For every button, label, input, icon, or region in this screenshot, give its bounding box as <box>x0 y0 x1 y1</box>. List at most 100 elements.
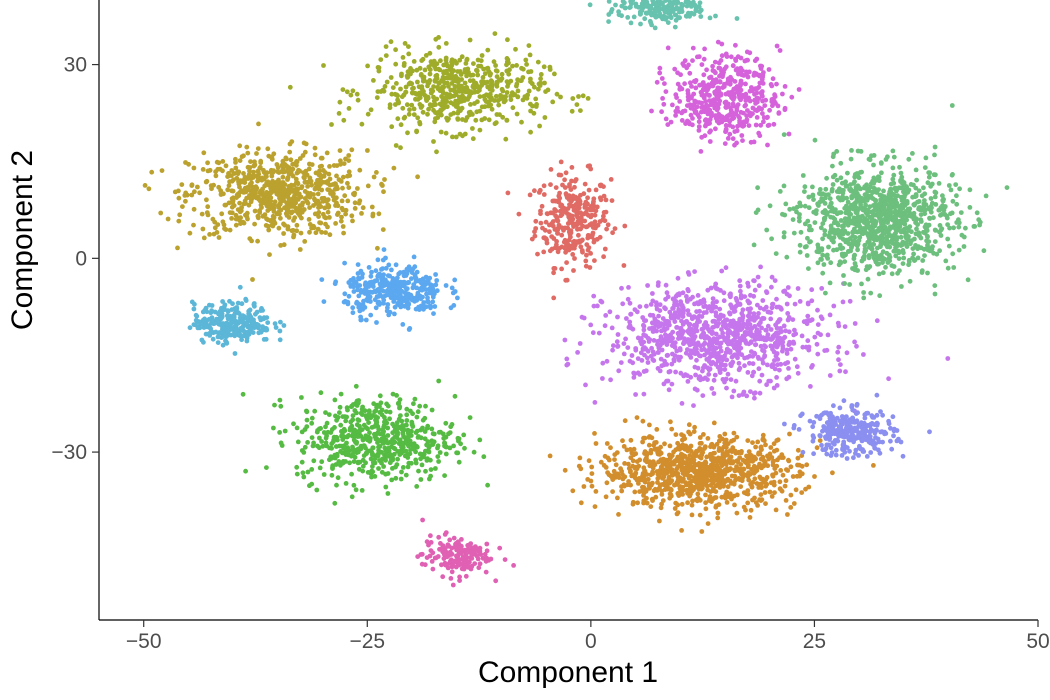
data-point-cluster-7 <box>827 312 833 318</box>
data-point-cluster-7 <box>768 327 774 332</box>
data-point-cluster-2 <box>375 89 381 94</box>
data-point-cluster-3 <box>272 402 277 408</box>
data-point-cluster-8 <box>724 450 729 456</box>
data-point-cluster-0 <box>571 239 576 245</box>
data-point-cluster-1 <box>300 153 306 158</box>
data-point-cluster-1 <box>257 208 262 214</box>
data-point-cluster-3 <box>305 440 310 445</box>
data-point-cluster-7 <box>662 358 667 364</box>
data-point-cluster-5 <box>250 320 255 326</box>
data-point-cluster-1 <box>262 192 267 197</box>
data-point-cluster-7 <box>710 360 716 365</box>
data-point-cluster-1 <box>239 154 245 160</box>
data-point-cluster-0 <box>559 266 564 272</box>
data-point-cluster-3 <box>441 435 447 441</box>
data-point-cluster-3 <box>327 445 332 451</box>
data-point-cluster-7 <box>660 316 666 321</box>
data-point-cluster-7 <box>757 305 763 311</box>
data-point-cluster-0 <box>578 214 584 220</box>
data-point-cluster-1 <box>165 216 171 222</box>
data-point-cluster-1 <box>340 174 346 180</box>
data-point-cluster-7 <box>784 347 790 353</box>
data-point-cluster-2 <box>524 62 529 67</box>
data-point-cluster-3 <box>338 391 344 397</box>
data-point-cluster-1 <box>176 218 182 224</box>
data-point-cluster-8 <box>684 487 689 493</box>
data-point-cluster-1 <box>221 222 227 228</box>
data-point-cluster-2 <box>485 47 491 53</box>
data-point-cluster-8 <box>616 512 621 517</box>
data-point-cluster-7 <box>751 311 757 317</box>
data-point-cluster-0 <box>541 183 547 189</box>
data-point-cluster-2 <box>399 73 404 79</box>
data-point-cluster-2 <box>365 111 371 117</box>
data-point-cluster-0 <box>560 182 565 188</box>
data-point-cluster-1 <box>175 245 180 251</box>
data-point-cluster-4 <box>458 561 464 567</box>
data-point-cluster-1 <box>176 195 182 201</box>
data-point-cluster-5 <box>237 284 243 290</box>
data-point-cluster-4 <box>441 552 447 557</box>
data-point-cluster-3 <box>359 406 365 412</box>
data-point-cluster-8 <box>772 466 778 471</box>
data-point-cluster-2 <box>417 65 423 71</box>
data-point-cluster-1 <box>325 209 331 215</box>
data-point-cluster-0 <box>590 230 596 236</box>
data-point-cluster-1 <box>391 165 397 171</box>
data-point-cluster-8 <box>601 463 607 468</box>
data-point-cluster-1 <box>233 165 239 171</box>
data-point-cluster-2 <box>494 68 500 74</box>
data-point-cluster-3 <box>329 472 335 478</box>
data-point-cluster-7 <box>627 300 633 306</box>
data-point-cluster-1 <box>342 193 348 199</box>
data-point-cluster-4 <box>419 561 425 567</box>
data-point-cluster-7 <box>627 319 633 325</box>
data-point-cluster-1 <box>252 208 258 214</box>
data-point-cluster-7 <box>769 305 775 311</box>
data-point-cluster-7 <box>692 364 698 370</box>
data-point-cluster-2 <box>497 112 502 117</box>
data-point-cluster-7 <box>776 330 782 335</box>
data-point-cluster-2 <box>402 41 408 46</box>
data-point-cluster-7 <box>774 351 780 356</box>
data-point-cluster-7 <box>728 293 733 298</box>
data-point-cluster-8 <box>704 465 710 471</box>
data-point-cluster-2 <box>430 88 436 94</box>
data-point-cluster-4 <box>428 533 433 539</box>
data-point-cluster-9 <box>840 445 846 451</box>
data-point-cluster-1 <box>229 204 235 210</box>
data-point-cluster-7 <box>611 343 616 348</box>
data-point-cluster-1 <box>149 169 155 175</box>
data-point-cluster-6 <box>332 281 338 287</box>
data-point-cluster-8 <box>696 461 702 466</box>
data-point-cluster-9 <box>829 450 835 455</box>
data-point-cluster-8 <box>817 438 823 443</box>
data-point-cluster-4 <box>472 561 478 566</box>
data-point-cluster-1 <box>298 230 304 236</box>
data-point-cluster-7 <box>722 353 727 359</box>
data-point-cluster-0 <box>573 194 578 200</box>
data-point-cluster-8 <box>725 484 731 490</box>
data-point-cluster-6 <box>417 278 423 283</box>
data-point-cluster-8 <box>721 444 726 450</box>
data-point-cluster-8 <box>777 486 783 492</box>
data-point-cluster-1 <box>291 183 297 188</box>
data-point-cluster-7 <box>728 377 734 382</box>
data-point-cluster-8 <box>668 419 673 425</box>
data-point-cluster-6 <box>393 262 399 268</box>
data-point-cluster-1 <box>191 165 197 171</box>
data-point-cluster-6 <box>433 282 439 288</box>
data-point-cluster-6 <box>402 283 407 289</box>
data-point-cluster-3 <box>321 472 327 477</box>
data-point-cluster-5 <box>232 306 238 312</box>
data-point-cluster-6 <box>411 254 417 260</box>
data-point-cluster-2 <box>526 88 532 94</box>
data-point-cluster-2 <box>479 117 485 123</box>
data-point-cluster-1 <box>369 204 375 210</box>
data-point-cluster-3 <box>309 415 315 421</box>
data-point-cluster-2 <box>569 108 575 114</box>
data-point-cluster-8 <box>630 501 636 507</box>
data-point-cluster-8 <box>610 489 615 494</box>
data-point-cluster-2 <box>394 92 400 98</box>
data-point-cluster-7 <box>733 332 738 338</box>
